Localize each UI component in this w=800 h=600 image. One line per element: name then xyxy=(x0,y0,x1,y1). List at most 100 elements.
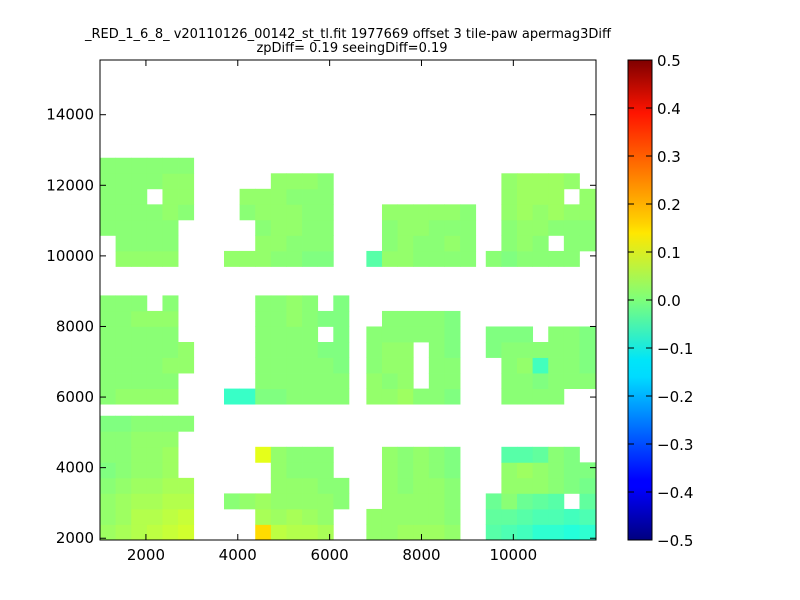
heatmap-cell xyxy=(302,477,319,494)
heatmap-cell xyxy=(178,524,195,541)
heatmap-cell xyxy=(548,173,565,190)
heatmap-cell xyxy=(428,219,445,236)
heatmap-cell xyxy=(302,310,319,327)
heatmap-cell xyxy=(146,388,163,405)
heatmap-cell xyxy=(381,446,398,463)
heatmap-cell xyxy=(366,373,383,389)
heatmap-cell xyxy=(485,508,502,525)
heatmap-cell xyxy=(100,326,117,343)
heatmap-cell xyxy=(286,477,303,494)
heatmap-cell xyxy=(413,508,430,525)
heatmap-cell xyxy=(501,250,518,267)
heatmap-cell xyxy=(100,373,117,389)
heatmap-cell xyxy=(286,508,303,525)
heatmap-cell xyxy=(115,204,132,221)
heatmap-cell xyxy=(413,446,430,463)
heatmap-cell xyxy=(366,326,383,343)
colorbar-tick-label: 0.5 xyxy=(657,52,681,70)
heatmap-cell xyxy=(178,157,195,174)
heatmap-cell xyxy=(532,235,549,252)
heatmap-cell xyxy=(100,295,117,312)
heatmap-cell xyxy=(428,357,445,374)
heatmap-cell xyxy=(286,326,303,343)
colorbar-tick-label: 0.2 xyxy=(657,196,681,214)
heatmap-cell xyxy=(397,524,414,541)
heatmap-cell xyxy=(532,250,549,267)
heatmap-cell xyxy=(115,188,132,205)
heatmap-cell xyxy=(381,342,398,358)
x-tick-label: 10000 xyxy=(489,546,537,564)
heatmap-cell xyxy=(131,235,148,252)
heatmap-cell xyxy=(548,388,565,405)
heatmap-cell xyxy=(162,173,179,190)
heatmap-cell xyxy=(239,188,256,205)
heatmap-cell xyxy=(100,415,117,432)
heatmap-cell xyxy=(115,493,132,510)
heatmap-cell xyxy=(115,326,132,343)
heatmap-cell xyxy=(162,493,179,510)
heatmap-cell xyxy=(428,250,445,267)
heatmap-cell xyxy=(444,493,461,510)
heatmap-cell xyxy=(146,415,163,432)
heatmap-cell xyxy=(270,508,287,525)
heatmap-cell xyxy=(460,235,477,252)
heatmap-cell xyxy=(131,388,148,405)
heatmap-cell xyxy=(270,173,287,190)
heatmap-cell xyxy=(146,342,163,358)
heatmap-cell xyxy=(146,326,163,343)
heatmap-cell xyxy=(501,508,518,525)
heatmap-cell xyxy=(579,326,596,343)
heatmap-cell xyxy=(224,250,241,267)
heatmap-cell xyxy=(131,508,148,525)
heatmap-cell xyxy=(146,508,163,525)
heatmap-cell xyxy=(131,477,148,494)
heatmap-cell xyxy=(428,235,445,252)
heatmap-cell xyxy=(485,326,502,343)
heatmap-cell xyxy=(517,188,534,205)
heatmap-cell xyxy=(517,326,534,343)
heatmap-cell xyxy=(115,295,132,312)
heatmap-cell xyxy=(302,235,319,252)
heatmap-cell xyxy=(270,188,287,205)
heatmap-cell xyxy=(413,250,430,267)
heatmap-cell xyxy=(302,219,319,236)
heatmap-cell xyxy=(317,188,334,205)
heatmap-cell xyxy=(517,173,534,190)
heatmap-cell xyxy=(317,342,334,358)
heatmap-cell xyxy=(100,508,117,525)
heatmap-cell xyxy=(444,204,461,221)
heatmap-cell xyxy=(563,477,580,494)
heatmap-cell xyxy=(286,235,303,252)
heatmap-cell xyxy=(162,357,179,374)
heatmap-cell xyxy=(115,219,132,236)
heatmap-cell xyxy=(270,388,287,405)
heatmap-cell xyxy=(255,250,272,267)
heatmap-cell xyxy=(579,524,596,541)
heatmap-cell xyxy=(532,173,549,190)
heatmap-cell xyxy=(286,446,303,463)
heatmap-cell xyxy=(286,388,303,405)
heatmap-cell xyxy=(146,462,163,479)
heatmap-cell xyxy=(366,388,383,405)
heatmap-cell xyxy=(286,219,303,236)
heatmap-cell xyxy=(397,342,414,358)
heatmap-cell xyxy=(532,204,549,221)
heatmap-cell xyxy=(444,477,461,494)
heatmap-cell xyxy=(146,446,163,463)
heatmap-cell xyxy=(100,357,117,374)
heatmap-cell xyxy=(131,157,148,174)
heatmap-cell xyxy=(532,462,549,479)
heatmap-cell xyxy=(178,493,195,510)
heatmap-cell xyxy=(333,310,350,327)
heatmap-cell xyxy=(444,342,461,358)
heatmap-cell xyxy=(460,250,477,267)
heatmap-cell xyxy=(270,357,287,374)
colorbar-tick-label: −0.5 xyxy=(657,532,693,550)
heatmap-cell xyxy=(100,188,117,205)
heatmap-cell xyxy=(131,493,148,510)
heatmap-cell xyxy=(270,524,287,541)
heatmap-cell xyxy=(146,204,163,221)
heatmap-cell xyxy=(131,342,148,358)
heatmap-cell xyxy=(317,235,334,252)
heatmap-cell xyxy=(428,508,445,525)
